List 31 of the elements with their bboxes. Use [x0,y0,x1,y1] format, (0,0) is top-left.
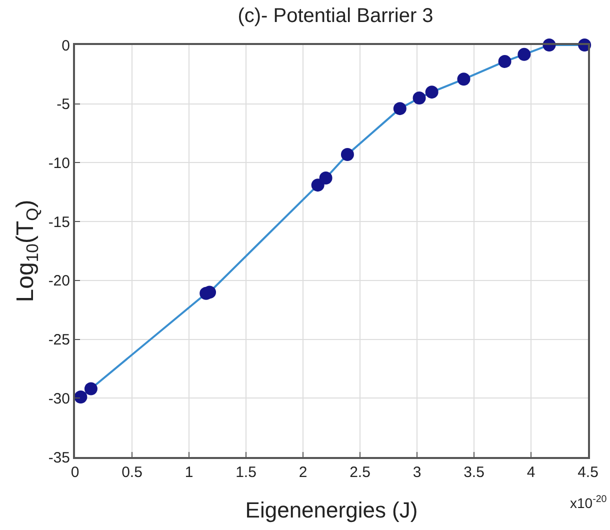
x-tick-label: 1 [184,464,194,481]
x-tick-label: 0.5 [122,464,142,481]
point [425,86,438,99]
y-tick-label: -10 [48,154,70,172]
y-tick-label: -35 [48,449,70,466]
x-tick-label: 4.5 [578,464,598,481]
y-tick-label: -5 [56,96,70,114]
point [498,54,512,68]
y-tick-label: -25 [48,332,70,349]
chart-title: (c)- Potential Barrier 3 [238,4,434,27]
point [412,91,426,104]
y-tick-label: -30 [48,390,70,408]
point [319,172,332,185]
x-tick-label: 3.5 [464,464,484,481]
point [340,148,354,161]
x-axis-title: Eigenenergies (J) [245,497,418,522]
y-tick-label: -20 [48,272,70,290]
y-tick-label: -15 [48,214,70,231]
x-tick-label: 1.5 [236,464,256,481]
point [518,48,531,61]
point [457,72,470,86]
point [311,178,324,192]
x-tick-label: 2.5 [350,464,370,481]
point [393,102,406,116]
x-tick-label: 2 [298,464,308,481]
x-tick-label: 4 [526,464,536,481]
y-tick-label: 0 [62,37,70,54]
point [84,382,98,396]
point [74,390,88,404]
x-tick-label: 3 [412,464,422,481]
text: x10$^{-20}$ [570,494,608,511]
